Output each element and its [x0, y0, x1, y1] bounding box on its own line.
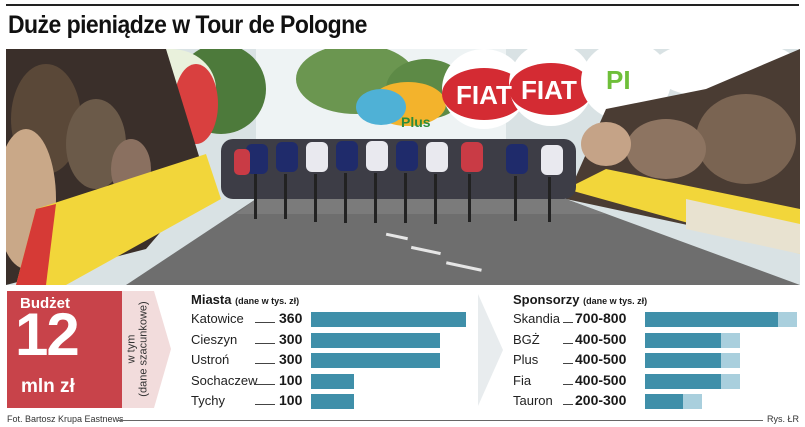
city-value: 360: [279, 310, 303, 326]
city-leader-line: [255, 342, 275, 344]
cities-title: Miasta: [191, 292, 232, 307]
sponsor-leader-line: [563, 404, 573, 405]
sponsor-leader-line: [563, 322, 573, 323]
graphic-credit: Rys. ŁR: [766, 414, 799, 424]
city-value: 300: [279, 351, 303, 367]
budget-box: Budżet 12 mln zł: [7, 291, 122, 408]
city-name: Ustroń: [191, 352, 230, 367]
budget-unit: mln zł: [21, 376, 75, 397]
city-name: Sochaczew: [191, 372, 258, 388]
sponsor-name: Fia: [513, 372, 532, 388]
budget-note: w tym (dane szacunkowe): [126, 301, 151, 397]
race-photo-illustration: FIAT FIAT Plus PI: [6, 49, 800, 285]
sponsor-leader-line: [563, 363, 573, 364]
sponsor-bar-min: [645, 394, 683, 409]
city-bar: [311, 353, 440, 368]
sponsor-value: 400-500: [575, 330, 627, 347]
sponsor-bar-min: [645, 312, 778, 327]
city-leader-line: [255, 363, 275, 364]
sponsor-bar-min: [645, 353, 721, 368]
city-bar: [311, 332, 440, 348]
separator-arrow: [478, 294, 503, 406]
city-value: 300: [279, 330, 303, 347]
city-value: 100: [279, 371, 303, 388]
city-bar: [311, 312, 466, 327]
banner-text-1: FIAT: [456, 80, 512, 110]
sponsor-bar-min: [645, 373, 721, 389]
sponsors-subtitle: (dane w tys. zł): [583, 296, 648, 306]
headline: Duże pieniądze w Tour de Pologne: [8, 11, 367, 39]
sponsors-title-wrap: Sponsorzy (dane w tys. zł): [513, 292, 647, 307]
budget-value: 12: [15, 301, 80, 368]
sponsor-name: Tauron: [513, 393, 553, 408]
race-photo: FIAT FIAT Plus PI: [6, 49, 800, 285]
city-value: 100: [279, 392, 303, 408]
banner-text-2: FIAT: [521, 75, 577, 105]
city-name: Katowice: [191, 311, 244, 326]
sponsor-leader-line: [563, 383, 573, 385]
sponsor-value: 400-500: [575, 351, 627, 367]
city-leader-line: [255, 322, 275, 323]
banner-text-4: PI: [606, 65, 631, 95]
city-leader-line: [255, 404, 275, 405]
cities-subtitle: (dane w tys. zł): [235, 296, 300, 306]
sponsor-bar-min: [645, 332, 721, 348]
credit-rule: [118, 420, 763, 421]
top-rule: [6, 4, 799, 6]
photo-credit: Fot. Bartosz Krupa Eastnews: [7, 414, 124, 424]
sponsor-name: Plus: [513, 352, 539, 367]
sponsor-value: 700-800: [575, 310, 627, 326]
city-bar: [311, 373, 354, 389]
city-bar: [311, 394, 354, 409]
sponsor-name: BGŻ: [513, 331, 540, 347]
sponsor-name: Skandia: [513, 311, 560, 326]
sponsor-leader-line: [563, 342, 573, 344]
budget-arrow: [154, 291, 171, 408]
city-name: Cieszyn: [191, 331, 238, 347]
budget-title: Budżet: [20, 295, 70, 312]
sponsor-value: 400-500: [575, 371, 627, 388]
sponsor-value: 200-300: [575, 392, 627, 408]
cities-title-wrap: Miasta (dane w tys. zł): [191, 292, 299, 307]
banner-text-3: Plus: [401, 114, 431, 130]
budget-note-box: [122, 291, 154, 408]
city-name: Tychy: [191, 393, 225, 408]
sponsors-title: Sponsorzy: [513, 292, 580, 307]
city-leader-line: [255, 383, 275, 385]
budget-note-wrap: w tym (dane szacunkowe): [124, 288, 152, 410]
